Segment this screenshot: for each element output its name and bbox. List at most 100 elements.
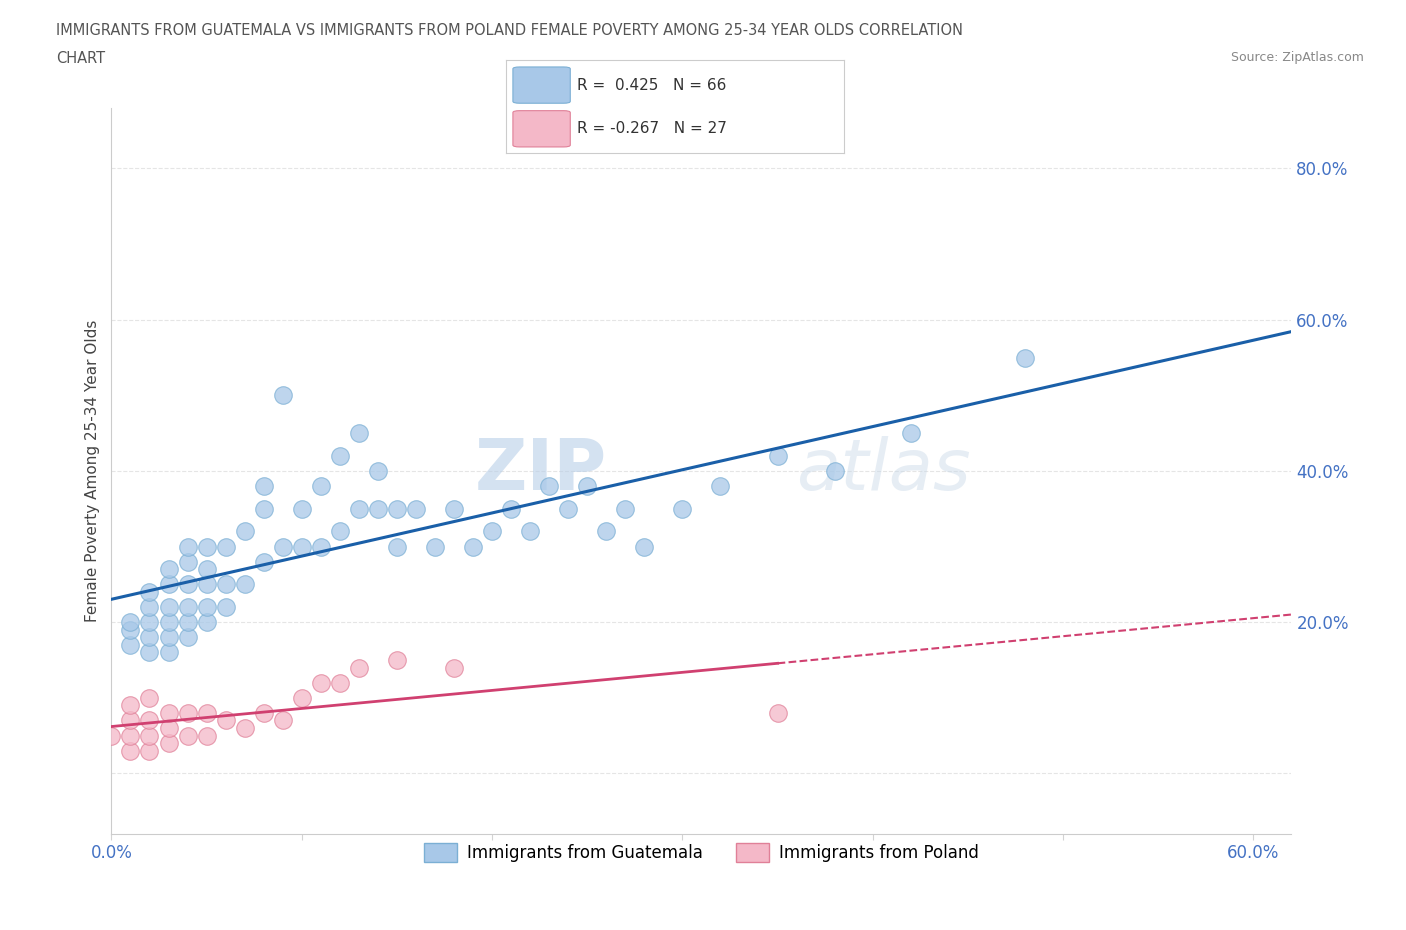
- Point: [120, 743, 142, 758]
- Point: [519, 524, 541, 538]
- Point: [443, 501, 465, 516]
- Text: R = -0.267   N = 27: R = -0.267 N = 27: [576, 121, 727, 137]
- Point: [291, 501, 314, 516]
- Y-axis label: Female Poverty Among 25-34 Year Olds: Female Poverty Among 25-34 Year Olds: [86, 320, 100, 622]
- Point: [253, 479, 276, 494]
- Point: [120, 698, 142, 712]
- Point: [271, 713, 294, 728]
- Point: [214, 539, 236, 554]
- Point: [329, 448, 352, 463]
- Point: [253, 554, 276, 569]
- Point: [214, 713, 236, 728]
- Point: [233, 524, 256, 538]
- Point: [443, 660, 465, 675]
- Point: [253, 706, 276, 721]
- Point: [291, 539, 314, 554]
- Point: [423, 539, 446, 554]
- Point: [329, 524, 352, 538]
- Point: [766, 448, 789, 463]
- Point: [900, 426, 922, 441]
- Text: IMMIGRANTS FROM GUATEMALA VS IMMIGRANTS FROM POLAND FEMALE POVERTY AMONG 25-34 Y: IMMIGRANTS FROM GUATEMALA VS IMMIGRANTS …: [56, 23, 963, 38]
- Point: [195, 577, 218, 591]
- Text: ZIP: ZIP: [475, 436, 607, 505]
- Point: [385, 501, 408, 516]
- Point: [195, 706, 218, 721]
- Point: [309, 539, 332, 554]
- Point: [253, 501, 276, 516]
- Point: [271, 388, 294, 403]
- Point: [176, 577, 198, 591]
- Point: [176, 539, 198, 554]
- Point: [214, 577, 236, 591]
- Point: [309, 479, 332, 494]
- Point: [157, 645, 180, 660]
- Point: [120, 728, 142, 743]
- Point: [195, 562, 218, 577]
- Point: [385, 653, 408, 668]
- Point: [195, 615, 218, 630]
- Point: [157, 721, 180, 736]
- Point: [157, 562, 180, 577]
- Point: [614, 501, 637, 516]
- Point: [176, 554, 198, 569]
- Point: [176, 728, 198, 743]
- Point: [291, 690, 314, 705]
- Point: [671, 501, 693, 516]
- Point: [709, 479, 731, 494]
- Point: [405, 501, 427, 516]
- Point: [824, 463, 846, 478]
- Point: [271, 539, 294, 554]
- Point: [138, 645, 160, 660]
- Point: [138, 743, 160, 758]
- Point: [195, 728, 218, 743]
- Point: [501, 501, 523, 516]
- Point: [766, 706, 789, 721]
- Point: [138, 728, 160, 743]
- Point: [176, 630, 198, 644]
- Point: [157, 600, 180, 615]
- Point: [176, 600, 198, 615]
- Point: [138, 630, 160, 644]
- Point: [157, 736, 180, 751]
- Point: [576, 479, 599, 494]
- Point: [1014, 350, 1036, 365]
- Point: [157, 615, 180, 630]
- Point: [461, 539, 484, 554]
- Point: [138, 600, 160, 615]
- FancyBboxPatch shape: [513, 67, 571, 103]
- Point: [347, 501, 370, 516]
- Point: [100, 728, 122, 743]
- FancyBboxPatch shape: [513, 111, 571, 147]
- Point: [481, 524, 503, 538]
- Text: atlas: atlas: [796, 436, 970, 505]
- Point: [120, 615, 142, 630]
- Point: [120, 637, 142, 652]
- Point: [157, 577, 180, 591]
- Point: [595, 524, 617, 538]
- Point: [385, 539, 408, 554]
- Point: [538, 479, 561, 494]
- Point: [120, 713, 142, 728]
- Point: [347, 660, 370, 675]
- Point: [233, 577, 256, 591]
- Point: [367, 501, 389, 516]
- Point: [176, 615, 198, 630]
- Point: [120, 622, 142, 637]
- Text: R =  0.425   N = 66: R = 0.425 N = 66: [576, 77, 727, 93]
- Point: [233, 721, 256, 736]
- Point: [157, 630, 180, 644]
- Point: [157, 706, 180, 721]
- Point: [633, 539, 655, 554]
- Point: [214, 600, 236, 615]
- Point: [367, 463, 389, 478]
- Point: [195, 600, 218, 615]
- Point: [138, 584, 160, 599]
- Point: [138, 713, 160, 728]
- Text: Source: ZipAtlas.com: Source: ZipAtlas.com: [1230, 51, 1364, 64]
- Point: [195, 539, 218, 554]
- Point: [329, 675, 352, 690]
- Point: [138, 615, 160, 630]
- Point: [138, 690, 160, 705]
- Legend: Immigrants from Guatemala, Immigrants from Poland: Immigrants from Guatemala, Immigrants fr…: [418, 836, 986, 870]
- Text: CHART: CHART: [56, 51, 105, 66]
